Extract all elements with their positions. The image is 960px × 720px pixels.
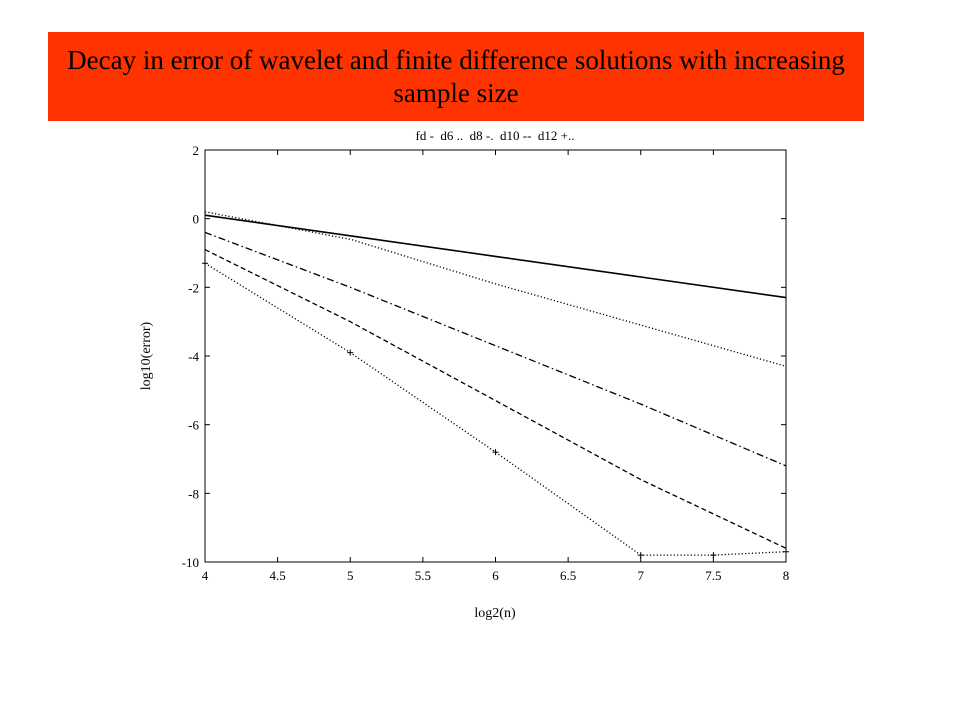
plot-frame bbox=[204, 149, 787, 563]
y-tick-label: -8 bbox=[188, 486, 199, 501]
series-line-d6 bbox=[204, 211, 787, 367]
slide-title: Decay in error of wavelet and finite dif… bbox=[67, 44, 845, 108]
x-tick-label: 6 bbox=[492, 568, 499, 583]
y-tick-label: -6 bbox=[188, 418, 199, 433]
y-axis-label: log10(error) bbox=[139, 321, 154, 390]
chart-title: fd - d6 .. d8 -. d10 -- d12 +.. bbox=[416, 128, 575, 143]
series-lines bbox=[202, 211, 789, 559]
x-tick-label: 5 bbox=[347, 568, 354, 583]
series-line-d12 bbox=[204, 262, 787, 556]
series-marker-d12 bbox=[710, 552, 717, 559]
series-marker-d12 bbox=[202, 260, 208, 267]
x-tick-label: 4.5 bbox=[270, 568, 286, 583]
series-marker-d12 bbox=[347, 349, 354, 356]
x-tick-label: 8 bbox=[783, 568, 790, 583]
series-line-d10 bbox=[204, 249, 787, 549]
x-tick-label: 4 bbox=[202, 568, 209, 583]
y-tick-label: -4 bbox=[188, 349, 199, 364]
series-marker-d12 bbox=[492, 449, 499, 456]
series-line-fd bbox=[204, 214, 787, 299]
x-tick-label: 7 bbox=[638, 568, 645, 583]
y-tick-label: 2 bbox=[193, 143, 200, 158]
y-tick-label: 0 bbox=[193, 212, 200, 227]
series-marker-d12 bbox=[637, 552, 644, 559]
x-tick-label: 5.5 bbox=[415, 568, 431, 583]
x-tick-label: 6.5 bbox=[560, 568, 576, 583]
y-tick-label: -2 bbox=[188, 280, 199, 295]
slide-title-banner: Decay in error of wavelet and finite dif… bbox=[48, 32, 864, 121]
axis-ticks: 4 4.5 5 5.5 6 6.5 7 7.5 8 -10 -8 -6 -4 -2 0 2 bbox=[182, 143, 790, 583]
y-tick-label: -10 bbox=[182, 555, 199, 570]
x-tick-label: 7.5 bbox=[705, 568, 721, 583]
series-marker-d12 bbox=[783, 548, 789, 555]
series-line-d8 bbox=[204, 231, 787, 467]
x-axis-label: log2(n) bbox=[474, 606, 516, 621]
